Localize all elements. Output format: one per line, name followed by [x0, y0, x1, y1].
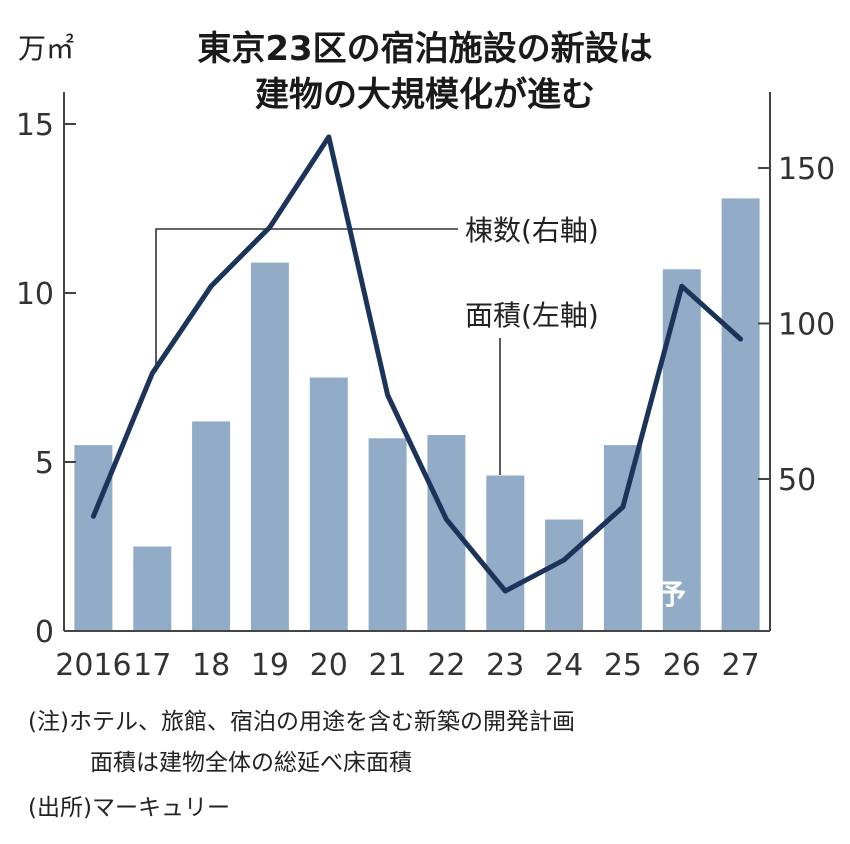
left-tick-label-5: 5 — [35, 446, 54, 481]
bar-series-label: 面積(左軸) — [465, 299, 599, 332]
x-tick-label-17: 17 — [133, 648, 171, 683]
x-tick-label-21: 21 — [368, 648, 406, 683]
chart-title-line-1: 東京23区の宿泊施設の新設は — [197, 29, 652, 69]
left-tick-label-15: 15 — [16, 108, 54, 143]
note-line-1: (注)ホテル、旅館、宿泊の用途を含む新築の開発計画 — [28, 709, 575, 735]
line-series-label: 棟数(右軸) — [465, 214, 599, 247]
x-tick-label-19: 19 — [251, 648, 289, 683]
left-tick-label-0: 0 — [35, 615, 54, 650]
chart-title-line-2: 建物の大規模化が進む — [255, 75, 595, 115]
bar-27 — [721, 198, 760, 631]
bar-26 — [662, 269, 701, 631]
bars-layer — [74, 198, 760, 631]
line-series-leader — [155, 228, 458, 372]
x-tick-label-25: 25 — [604, 648, 642, 683]
x-tick-label-20: 20 — [310, 648, 348, 683]
bar-25 — [603, 445, 642, 631]
right-axis-ticks: 50 100 150 — [758, 152, 835, 498]
right-tick-label-150: 150 — [778, 152, 835, 187]
right-tick-label-100: 100 — [778, 308, 835, 343]
bar-20 — [309, 377, 348, 631]
forecast-mark: 予 — [658, 578, 686, 611]
x-tick-label-27: 27 — [721, 648, 759, 683]
x-tick-label-18: 18 — [192, 648, 230, 683]
bar-24 — [545, 519, 584, 631]
bar-17 — [133, 546, 172, 631]
x-tick-label-24: 24 — [545, 648, 583, 683]
bar-2016 — [74, 445, 113, 631]
x-axis-ticks: 2016 17 18 19 20 21 22 23 24 25 26 27 — [55, 648, 759, 683]
bar-21 — [368, 438, 407, 631]
left-axis-unit: 万㎡ — [18, 32, 74, 65]
bar-19 — [250, 262, 289, 631]
source-note: (出所)マーキュリー — [28, 795, 230, 821]
x-tick-label-2016: 2016 — [55, 648, 131, 683]
left-tick-label-10: 10 — [16, 277, 54, 312]
right-tick-label-50: 50 — [778, 463, 816, 498]
x-tick-label-23: 23 — [486, 648, 524, 683]
x-tick-label-26: 26 — [663, 648, 701, 683]
note-line-2: 面積は建物全体の総延べ床面積 — [90, 750, 412, 776]
bar-23 — [486, 475, 525, 631]
x-tick-label-22: 22 — [427, 648, 465, 683]
left-axis-ticks: 0 5 10 15 — [16, 108, 76, 650]
bar-18 — [192, 421, 231, 631]
building-count-line — [90, 134, 744, 594]
